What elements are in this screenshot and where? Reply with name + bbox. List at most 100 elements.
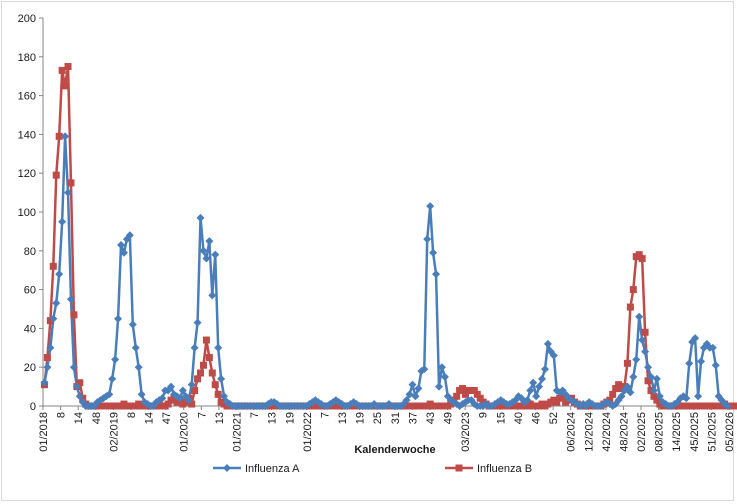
x-tick-label: 8	[126, 412, 138, 418]
y-tick-label: 100	[18, 207, 36, 219]
point-influenza-a	[626, 388, 635, 397]
point-influenza-a	[543, 339, 552, 348]
point-influenza-a	[214, 343, 223, 352]
point-influenza-a	[426, 202, 435, 211]
x-tick-label: 14/2025	[671, 412, 683, 452]
point-influenza-a	[641, 347, 650, 356]
series-markers	[40, 63, 737, 410]
x-tick-label: 02/2019	[108, 412, 120, 452]
point-influenza-b	[43, 354, 51, 361]
point-influenza-a	[437, 363, 446, 372]
point-influenza-a	[691, 334, 700, 343]
legend-marker-influenza-a	[223, 464, 231, 472]
axes	[39, 17, 730, 410]
point-influenza-b	[197, 369, 205, 377]
y-tick-label: 140	[18, 129, 36, 141]
y-tick-label: 40	[24, 323, 36, 335]
point-influenza-a	[75, 392, 84, 401]
point-influenza-a	[158, 394, 167, 403]
point-influenza-a	[429, 248, 438, 257]
point-influenza-b	[202, 336, 210, 344]
x-tick-label: 19	[284, 412, 296, 424]
point-influenza-a	[623, 382, 632, 391]
point-influenza-b	[473, 390, 481, 398]
point-influenza-a	[411, 392, 420, 401]
point-influenza-a	[128, 320, 137, 329]
x-tick-label: 01/2021	[231, 412, 243, 452]
series-line-influenza-b	[43, 65, 737, 408]
point-influenza-a	[694, 392, 703, 401]
x-tick-label: 52	[548, 412, 560, 424]
point-influenza-b	[55, 132, 63, 140]
point-influenza-b	[653, 396, 661, 404]
point-influenza-a	[617, 392, 626, 401]
point-influenza-a	[635, 312, 644, 321]
point-influenza-a	[117, 240, 126, 249]
point-influenza-a	[131, 343, 140, 352]
point-influenza-a	[644, 363, 653, 372]
point-influenza-a	[193, 318, 202, 327]
point-influenza-b	[635, 251, 643, 259]
point-influenza-a	[108, 374, 117, 383]
point-influenza-a	[505, 400, 514, 409]
point-influenza-b	[461, 390, 469, 398]
x-tick-label: 51/2025	[706, 412, 718, 452]
point-influenza-a	[64, 188, 73, 197]
point-influenza-a	[61, 132, 70, 141]
point-influenza-a	[72, 382, 81, 391]
point-influenza-a	[540, 365, 549, 374]
point-influenza-a	[655, 392, 664, 401]
point-influenza-b	[559, 392, 567, 400]
y-tick-label: 80	[24, 246, 36, 258]
x-tick-label: 7	[319, 412, 331, 418]
point-influenza-b	[188, 400, 196, 408]
point-influenza-b	[641, 328, 649, 336]
point-influenza-b	[638, 255, 646, 263]
point-influenza-a	[55, 270, 64, 279]
point-influenza-a	[434, 382, 443, 391]
point-influenza-a	[190, 343, 199, 352]
x-tick-label: 8	[56, 412, 68, 418]
point-influenza-a	[432, 270, 441, 279]
point-influenza-a	[52, 299, 61, 308]
point-influenza-b	[609, 390, 617, 398]
x-tick-label: 37	[407, 412, 419, 424]
point-influenza-a	[685, 359, 694, 368]
x-tick-label: 01/2022	[302, 412, 314, 452]
x-tick-label: 40	[513, 412, 525, 424]
y-tick-label: 0	[30, 401, 36, 413]
point-influenza-b	[476, 394, 484, 402]
x-tick-label: 7	[196, 412, 208, 418]
point-influenza-a	[723, 402, 732, 410]
point-influenza-a	[199, 246, 208, 255]
x-tick-label: 02/2025	[636, 412, 648, 452]
point-influenza-b	[58, 66, 66, 74]
y-tick-label: 200	[18, 13, 36, 25]
x-tick-label: 14	[144, 412, 156, 424]
point-influenza-a	[187, 380, 196, 389]
point-influenza-b	[644, 377, 652, 385]
point-influenza-a	[119, 248, 128, 257]
y-tick-label: 160	[18, 91, 36, 103]
point-influenza-a	[535, 382, 544, 391]
point-influenza-a	[649, 386, 658, 395]
point-influenza-a	[532, 392, 541, 401]
point-influenza-b	[76, 379, 84, 387]
x-tick-label: 45/2025	[689, 412, 701, 452]
point-influenza-a	[208, 291, 217, 300]
legend-label-influenza-a: Influenza A	[245, 463, 300, 475]
point-influenza-a	[49, 314, 58, 323]
x-tick-label: 01/2020	[179, 412, 191, 452]
x-tick-label: 31	[390, 412, 402, 424]
point-influenza-b	[214, 390, 222, 398]
legend: Influenza A Influenza B	[213, 463, 532, 475]
point-influenza-a	[220, 392, 229, 401]
point-influenza-b	[629, 286, 637, 294]
point-influenza-a	[202, 254, 211, 263]
point-influenza-a	[217, 374, 226, 383]
x-tick-label: 9	[478, 412, 490, 418]
y-tick-label: 180	[18, 52, 36, 64]
point-influenza-a	[114, 314, 123, 323]
point-influenza-a	[638, 336, 647, 345]
